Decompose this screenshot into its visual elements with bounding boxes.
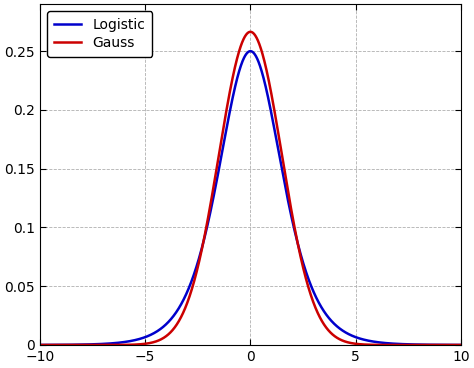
Gauss	[369, 343, 374, 347]
Logistic	[369, 339, 374, 343]
Logistic	[458, 343, 464, 347]
Logistic	[446, 343, 452, 347]
Logistic	[230, 92, 236, 96]
Logistic	[37, 343, 43, 347]
Gauss	[458, 343, 464, 347]
Gauss	[242, 35, 247, 39]
Logistic	[446, 343, 452, 347]
Gauss	[446, 343, 452, 347]
Logistic	[242, 54, 247, 59]
Line: Gauss: Gauss	[40, 32, 461, 345]
Gauss	[58, 343, 64, 347]
Legend: Logistic, Gauss: Logistic, Gauss	[47, 11, 152, 57]
Logistic	[58, 343, 64, 347]
Gauss	[230, 72, 236, 76]
Gauss	[446, 343, 452, 347]
Logistic	[247, 49, 253, 53]
Gauss	[37, 343, 43, 347]
Gauss	[247, 29, 253, 34]
Line: Logistic: Logistic	[40, 51, 461, 345]
